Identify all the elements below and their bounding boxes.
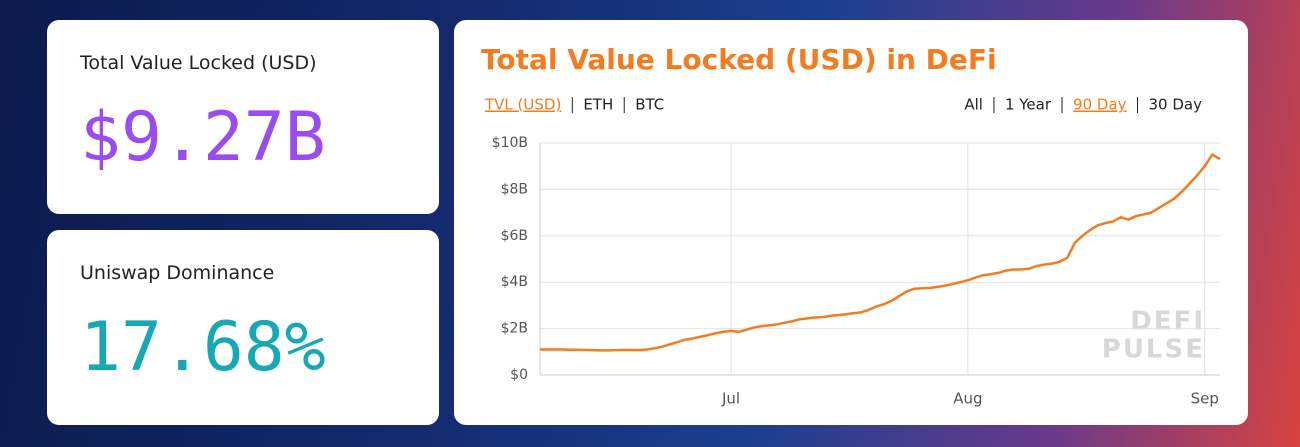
y-tick-label: $2B: [501, 321, 528, 337]
y-tick-label: $0: [510, 367, 528, 383]
tab[interactable]: 1 Year: [1005, 96, 1052, 114]
x-tick-label: Jul: [721, 390, 740, 408]
tvl-card: Total Value Locked (USD) $9.27B: [47, 20, 439, 214]
line: [540, 153, 1221, 352]
y-tick-label: $10B: [492, 135, 528, 151]
tab[interactable]: BTC: [635, 96, 664, 114]
card-label: Uniswap Dominance: [80, 262, 275, 284]
watermark: PULSE: [1102, 335, 1205, 365]
tab[interactable]: All: [964, 96, 983, 114]
card-value: $9.27B: [80, 98, 326, 177]
dominance-card: Uniswap Dominance 17.68%: [47, 230, 439, 425]
chart-title: Total Value Locked (USD) in DeFi: [481, 43, 997, 76]
y-tick-label: $8B: [501, 181, 528, 197]
x-tick-label: Sep: [1191, 390, 1219, 408]
tab[interactable]: TVL (USD): [484, 96, 561, 114]
x-tick-label: Aug: [953, 390, 982, 408]
card-value: 17.68%: [80, 308, 326, 387]
tab[interactable]: 90 Day: [1073, 96, 1127, 114]
y-tick-label: $4B: [501, 274, 528, 290]
tab[interactable]: ETH: [583, 96, 613, 114]
tab[interactable]: 30 Day: [1149, 96, 1203, 114]
watermark: DEFI: [1130, 307, 1205, 337]
chart-card: [454, 20, 1248, 425]
card-label: Total Value Locked (USD): [80, 52, 317, 74]
y-tick-label: $6B: [501, 228, 528, 244]
